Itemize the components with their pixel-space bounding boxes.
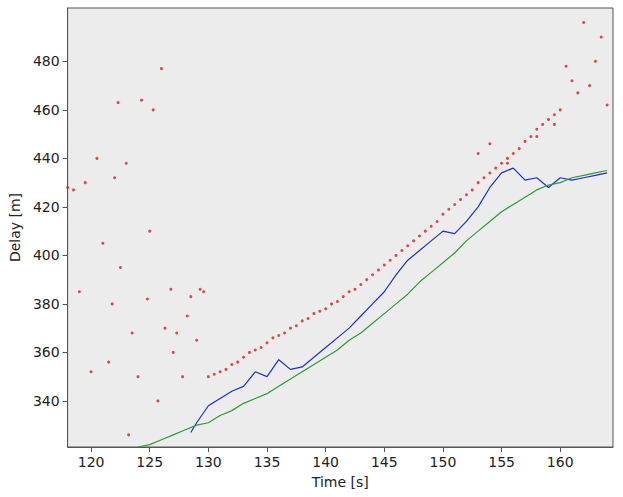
- svg-text:120: 120: [78, 454, 105, 470]
- svg-text:160: 160: [547, 454, 574, 470]
- svg-text:340: 340: [33, 393, 60, 409]
- svg-text:140: 140: [312, 454, 339, 470]
- svg-text:400: 400: [33, 247, 60, 263]
- svg-text:420: 420: [33, 199, 60, 215]
- svg-text:380: 380: [33, 296, 60, 312]
- svg-text:130: 130: [195, 454, 222, 470]
- svg-text:155: 155: [488, 454, 515, 470]
- svg-text:Delay [m]: Delay [m]: [7, 193, 23, 262]
- svg-text:135: 135: [254, 454, 281, 470]
- svg-text:460: 460: [33, 102, 60, 118]
- svg-text:125: 125: [136, 454, 163, 470]
- svg-text:360: 360: [33, 344, 60, 360]
- svg-text:150: 150: [430, 454, 457, 470]
- svg-text:Time [s]: Time [s]: [311, 474, 369, 490]
- svg-text:145: 145: [371, 454, 398, 470]
- svg-text:440: 440: [33, 150, 60, 166]
- svg-text:480: 480: [33, 53, 60, 69]
